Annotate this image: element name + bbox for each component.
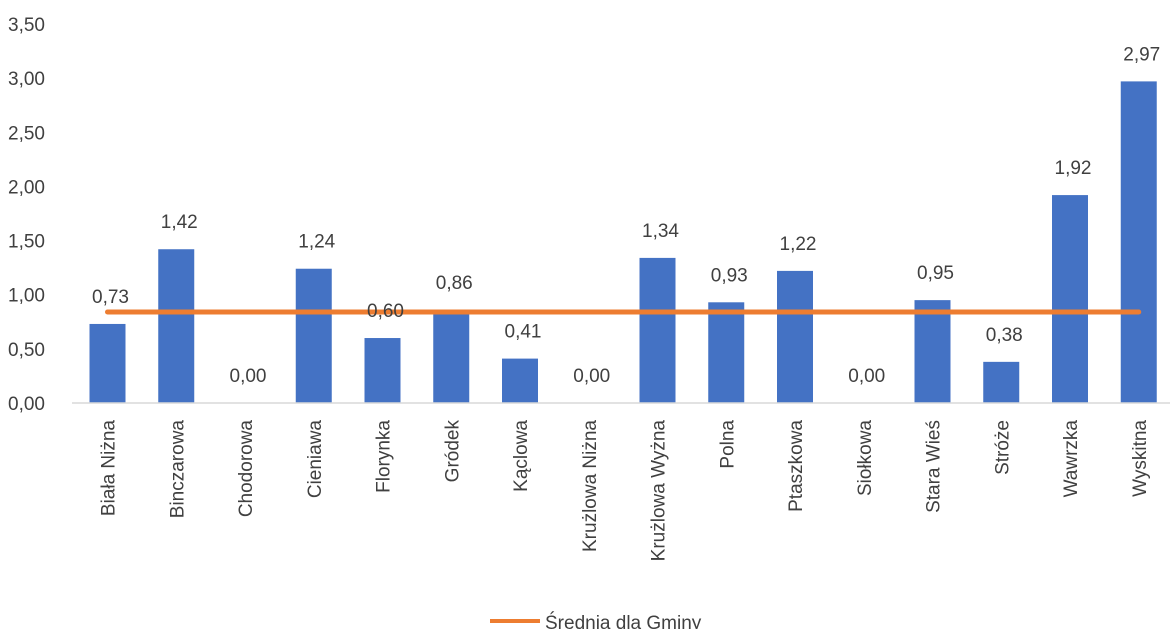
x-tick-label: Wawrzka bbox=[1061, 420, 1082, 498]
bar bbox=[364, 338, 401, 403]
y-tick-label: 3,00 bbox=[8, 69, 45, 90]
data-label: 1,34 bbox=[642, 221, 679, 242]
data-label: 1,24 bbox=[298, 232, 335, 253]
data-label: 1,42 bbox=[161, 212, 198, 233]
x-tick-label: Binczarowa bbox=[167, 420, 188, 519]
data-label: 0,95 bbox=[917, 263, 954, 284]
bar bbox=[89, 323, 126, 403]
x-tick-label: Chodorowa bbox=[236, 420, 257, 518]
x-tick-label: Stróże bbox=[992, 420, 1013, 475]
y-tick-label: 1,00 bbox=[8, 286, 45, 307]
x-tick-label: Kąclowa bbox=[511, 420, 532, 492]
data-label: 1,22 bbox=[780, 234, 817, 255]
x-tick-label: Wyskitna bbox=[1130, 420, 1151, 497]
bar bbox=[914, 300, 951, 403]
bar bbox=[433, 309, 470, 403]
bar bbox=[708, 302, 745, 403]
x-tick-label: Ptaszkowa bbox=[786, 420, 807, 512]
bar bbox=[502, 358, 538, 403]
x-tick-label: Biała Niżna bbox=[99, 420, 120, 517]
bar bbox=[1052, 195, 1088, 403]
y-tick-label: 1,50 bbox=[8, 232, 45, 253]
data-label: 0,86 bbox=[436, 273, 473, 294]
data-label: 1,92 bbox=[1055, 158, 1092, 179]
data-label: 0,41 bbox=[505, 322, 542, 343]
bar bbox=[639, 257, 676, 403]
data-label: 0,73 bbox=[92, 287, 129, 308]
bar bbox=[158, 249, 195, 403]
x-tick-label: Gródek bbox=[442, 420, 463, 483]
y-tick-label: 2,50 bbox=[8, 123, 45, 144]
x-tick-label: Krużlowa Wyżna bbox=[649, 420, 670, 562]
x-tick-label: Polna bbox=[717, 420, 738, 469]
bar bbox=[983, 361, 1020, 403]
data-labels: 0,73 1,42 0,00 1,24 0,60 0,86 0,41 0,00 1,34 0,93… bbox=[92, 44, 1160, 387]
data-label: 0,93 bbox=[711, 265, 748, 286]
y-tick-label: 2,00 bbox=[8, 177, 45, 198]
x-tick-label: Krużlowa Niżna bbox=[580, 420, 601, 552]
data-label: 2,97 bbox=[1123, 44, 1160, 65]
x-tick-label: Florynka bbox=[374, 420, 395, 493]
x-axis-labels: Biała Niżna Binczarowa Chodorowa Cieniawa Fl… bbox=[99, 420, 1151, 562]
bars bbox=[89, 81, 1157, 404]
x-tick-label: Cieniawa bbox=[305, 420, 326, 499]
y-axis: 0,00 0,50 1,00 1,50 2,00 2,50 3,00 3,50 bbox=[8, 15, 45, 415]
data-label: 0,00 bbox=[848, 366, 885, 387]
data-label: 0,38 bbox=[986, 325, 1023, 346]
data-label: 0,00 bbox=[230, 366, 267, 387]
x-tick-label: Siołkowa bbox=[855, 420, 876, 496]
bar bbox=[777, 270, 813, 403]
bar bbox=[295, 268, 332, 403]
y-tick-label: 0,00 bbox=[8, 394, 45, 415]
legend: Średnia dla Gminy bbox=[490, 612, 702, 629]
y-tick-label: 3,50 bbox=[8, 15, 45, 36]
legend-label: Średnia dla Gminy bbox=[545, 612, 702, 629]
data-label: 0,60 bbox=[367, 301, 404, 322]
data-label: 0,00 bbox=[573, 366, 610, 387]
y-tick-label: 0,50 bbox=[8, 340, 45, 361]
bar bbox=[1120, 81, 1157, 404]
x-tick-label: Stara Wieś bbox=[924, 420, 945, 513]
